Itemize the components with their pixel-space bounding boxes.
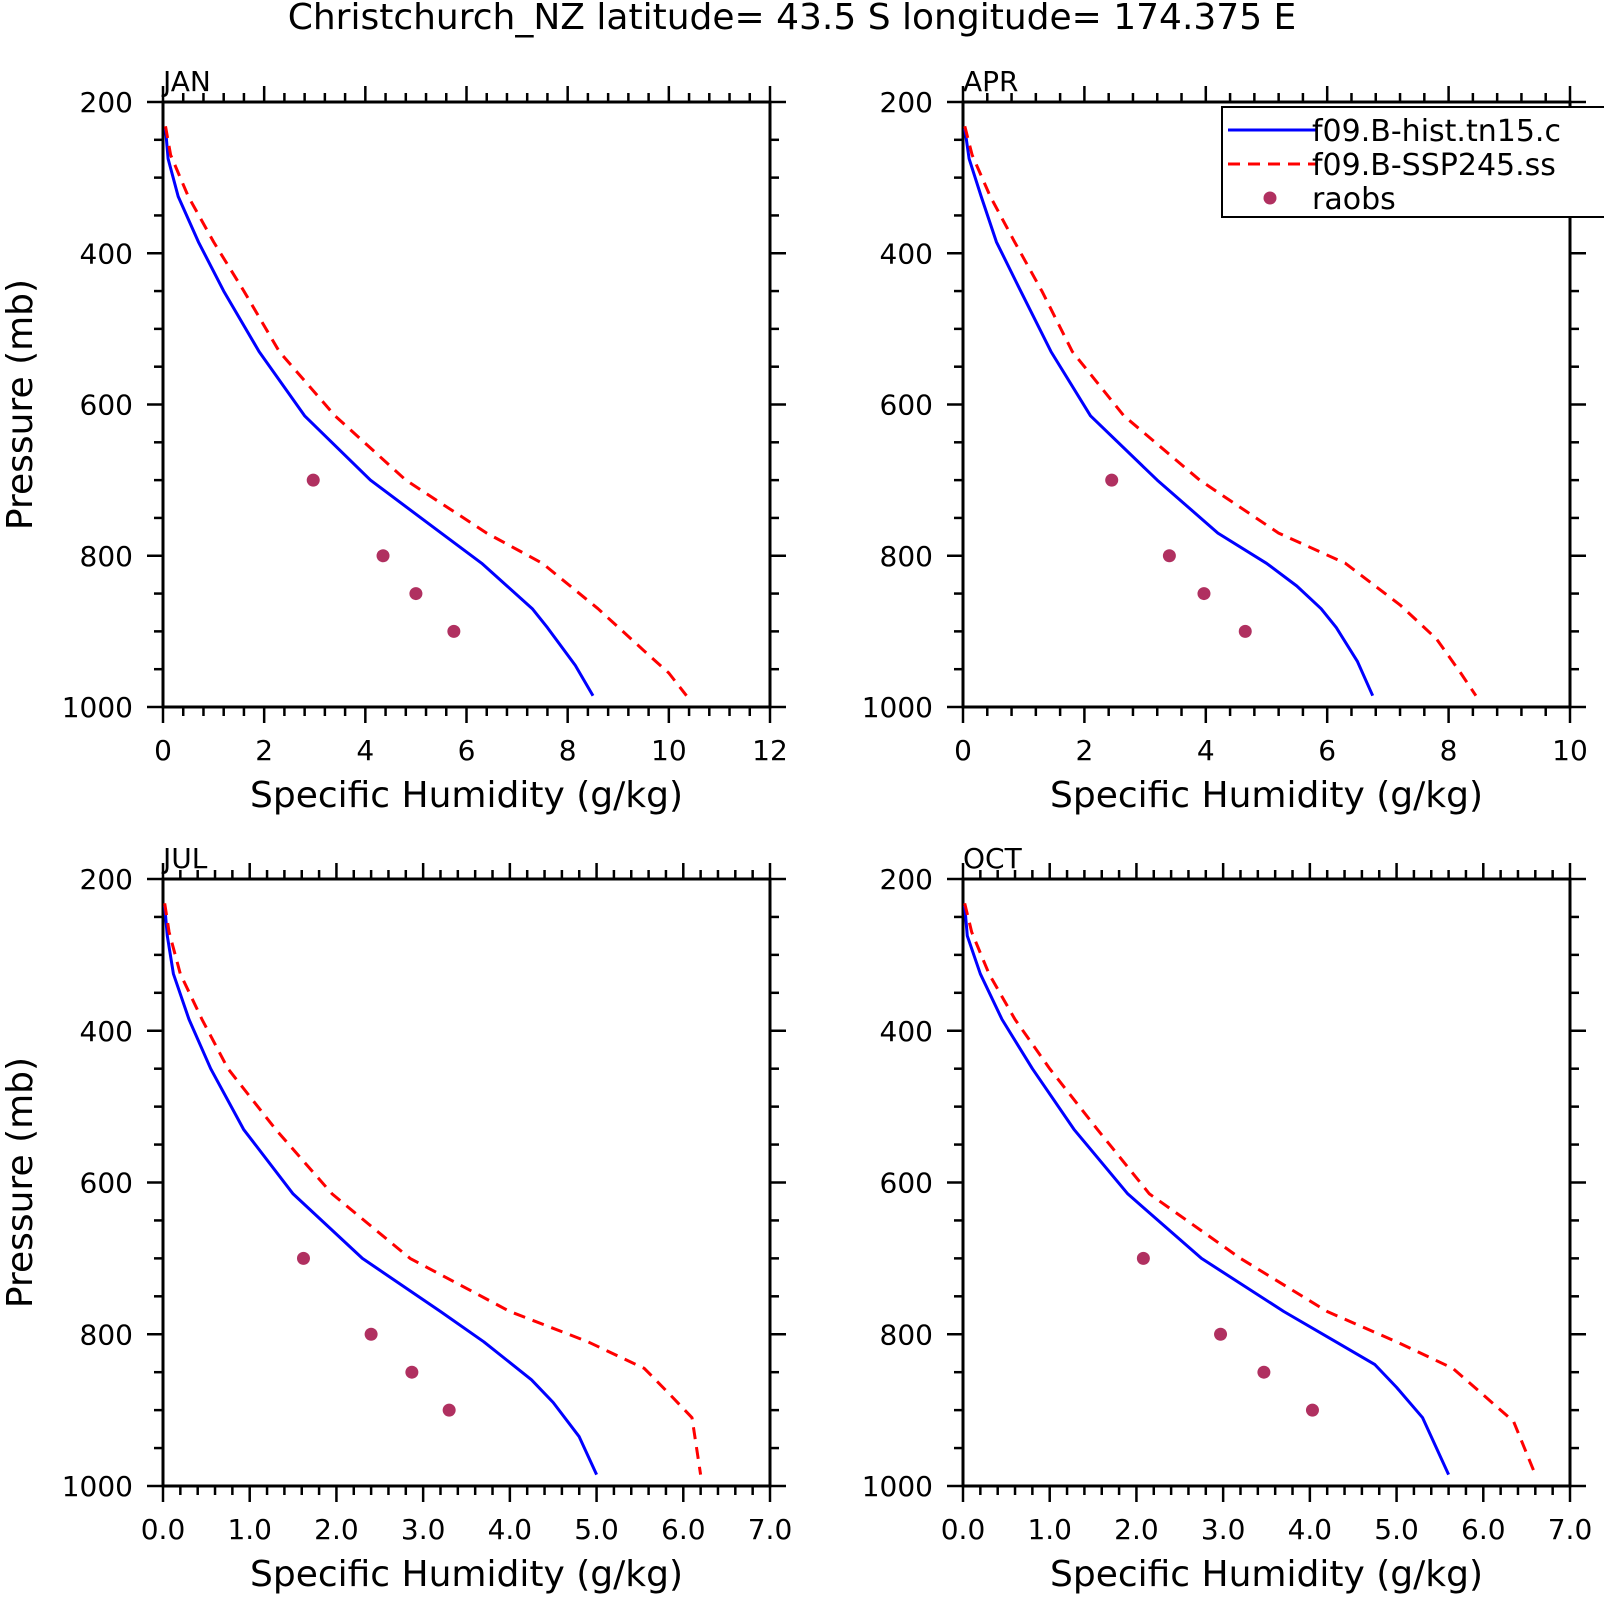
- panel-label: JAN: [161, 65, 211, 98]
- raobs-point: [447, 624, 461, 638]
- legend-label: f09.B-SSP245.ss: [1312, 148, 1556, 183]
- x-tick-label: 0.0: [941, 1513, 986, 1546]
- ssp245-series-line: [163, 903, 703, 1475]
- ssp245-series-line: [963, 125, 1478, 697]
- raobs-point: [1257, 1365, 1271, 1379]
- x-tick-label: 6.0: [1461, 1513, 1506, 1546]
- x-tick-label: 5.0: [574, 1513, 619, 1546]
- y-tick-label: 800: [880, 1318, 933, 1351]
- y-tick-label: 800: [880, 540, 933, 573]
- raobs-point: [364, 1327, 378, 1341]
- x-tick-label: 8: [1440, 734, 1458, 767]
- x-tick-label: 3.0: [1201, 1513, 1246, 1546]
- x-tick-label: 8: [559, 734, 577, 767]
- legend-marker-raobs: [1263, 191, 1277, 205]
- x-tick-label: 4: [356, 734, 374, 767]
- y-tick-label: 1000: [862, 1470, 933, 1503]
- raobs-point: [1197, 587, 1211, 601]
- figure-title: Christchurch_NZ latitude= 43.5 S longitu…: [288, 0, 1297, 38]
- raobs-point: [409, 587, 423, 601]
- plot-frame: [961, 877, 1572, 1488]
- x-tick-label: 7.0: [748, 1513, 793, 1546]
- plot-frame: [161, 100, 772, 709]
- legend-label: raobs: [1312, 182, 1396, 217]
- x-tick-label: 0: [954, 734, 972, 767]
- raobs-point: [1105, 473, 1119, 487]
- ssp245-series-line: [164, 125, 688, 697]
- x-axis-label: Specific Humidity (g/kg): [1050, 1554, 1483, 1595]
- x-tick-label: 1.0: [227, 1513, 272, 1546]
- raobs-point: [296, 1251, 310, 1265]
- x-tick-label: 2: [255, 734, 273, 767]
- x-tick-label: 10: [651, 734, 687, 767]
- raobs-point: [306, 473, 320, 487]
- panel-jan: JAN 0 2 4 6 8 10 12 200 400 600 800 1000 Specific Hum…: [0, 65, 788, 816]
- y-tick-label: 600: [880, 1167, 933, 1200]
- y-axis-label: Pressure (mb): [0, 279, 41, 530]
- raobs-point: [1214, 1327, 1228, 1341]
- hist-series-line: [164, 128, 595, 697]
- x-tick-label: 0: [154, 734, 172, 767]
- panel-jul: JUL 0.0 1.0 2.0 3.0 4.0 5.0 6.0 7.0 200 400 600 800 1…: [0, 842, 792, 1595]
- x-tick-label: 3.0: [401, 1513, 446, 1546]
- y-tick-label: 600: [80, 1167, 133, 1200]
- raobs-point: [376, 549, 390, 563]
- ssp245-series-line: [963, 902, 1537, 1476]
- x-tick-label: 6: [458, 734, 476, 767]
- x-tick-label: 4.0: [488, 1513, 533, 1546]
- y-tick-label: 200: [80, 86, 133, 119]
- y-tick-label: 200: [880, 863, 933, 896]
- y-tick-label: 200: [80, 863, 133, 896]
- y-tick-label: 800: [80, 1318, 133, 1351]
- raobs-point: [1305, 1403, 1319, 1417]
- y-tick-label: 600: [880, 389, 933, 422]
- x-tick-label: 6: [1318, 734, 1336, 767]
- x-axis-label: Specific Humidity (g/kg): [250, 775, 683, 816]
- hist-series-line: [963, 905, 1450, 1476]
- x-tick-label: 2.0: [1114, 1513, 1159, 1546]
- x-tick-label: 6.0: [661, 1513, 706, 1546]
- y-tick-label: 400: [880, 237, 933, 270]
- x-tick-label: 10: [1552, 734, 1588, 767]
- raobs-point: [1238, 624, 1252, 638]
- raobs-point: [442, 1403, 456, 1417]
- raobs-point: [1162, 549, 1176, 563]
- y-tick-label: 1000: [862, 691, 933, 724]
- panel-oct: OCT 0.0 1.0 2.0 3.0 4.0 5.0 6.0 7.0 200 400 600 800 1…: [862, 842, 1593, 1595]
- raobs-point: [405, 1365, 419, 1379]
- hist-series-line: [163, 905, 598, 1476]
- panel-label: OCT: [963, 842, 1023, 875]
- raobs-point: [1136, 1251, 1150, 1265]
- x-tick-label: 4.0: [1288, 1513, 1333, 1546]
- hist-series-line: [963, 128, 1375, 697]
- legend-label: f09.B-hist.tn15.c: [1312, 114, 1561, 149]
- x-tick-label: 0.0: [141, 1513, 186, 1546]
- x-tick-label: 2: [1075, 734, 1093, 767]
- x-tick-label: 7.0: [1548, 1513, 1593, 1546]
- x-axis-label: Specific Humidity (g/kg): [1050, 775, 1483, 816]
- panel-label: APR: [963, 65, 1019, 98]
- y-axis-label: Pressure (mb): [0, 1057, 41, 1308]
- x-tick-label: 2.0: [314, 1513, 359, 1546]
- plot-frame: [161, 877, 772, 1488]
- y-tick-label: 400: [80, 1015, 133, 1048]
- legend-box: [1221, 106, 1604, 218]
- panel-label: JUL: [161, 842, 208, 875]
- x-tick-label: 1.0: [1027, 1513, 1072, 1546]
- chart-panels: JAN 0 2 4 6 8 10 12 200 400 600 800 1000 Specific Hum…: [0, 65, 1592, 1595]
- y-tick-label: 400: [880, 1015, 933, 1048]
- y-tick-label: 600: [80, 389, 133, 422]
- y-tick-label: 200: [880, 86, 933, 119]
- x-tick-label: 4: [1197, 734, 1215, 767]
- y-tick-label: 800: [80, 540, 133, 573]
- y-tick-label: 1000: [62, 691, 133, 724]
- y-tick-label: 1000: [62, 1470, 133, 1503]
- panel-apr: APR 0 2 4 6 8 10 200 400 600 800 1000 Specific Humid…: [862, 65, 1588, 816]
- y-tick-label: 400: [80, 237, 133, 270]
- x-tick-label: 12: [752, 734, 788, 767]
- x-tick-label: 5.0: [1374, 1513, 1419, 1546]
- x-axis-label: Specific Humidity (g/kg): [250, 1554, 683, 1595]
